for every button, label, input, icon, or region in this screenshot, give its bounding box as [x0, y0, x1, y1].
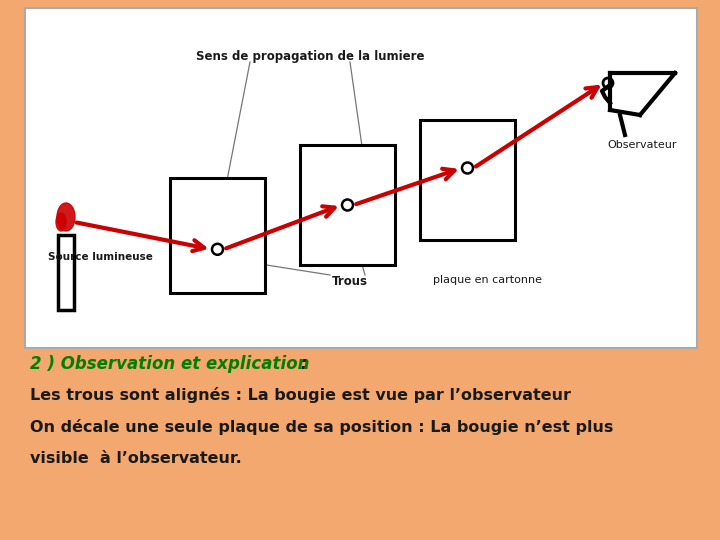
Text: Observateur: Observateur — [607, 140, 677, 150]
Text: 2 ) Observation et explication: 2 ) Observation et explication — [30, 355, 310, 373]
Bar — [420, 120, 515, 240]
Text: Source lumineuse: Source lumineuse — [48, 253, 153, 262]
Text: Les trous sont alignés : La bougie est vue par l’observateur: Les trous sont alignés : La bougie est v… — [30, 387, 571, 403]
Text: Trous: Trous — [332, 275, 368, 288]
Text: :: : — [295, 355, 307, 373]
Bar — [300, 145, 395, 265]
Ellipse shape — [56, 213, 66, 231]
Text: Sens de propagation de la lumiere: Sens de propagation de la lumiere — [196, 50, 424, 63]
Text: visible  à l’observateur.: visible à l’observateur. — [30, 451, 242, 466]
Bar — [25, 8, 697, 348]
Bar — [170, 178, 265, 293]
Text: plaque en cartonne: plaque en cartonne — [433, 275, 542, 285]
Ellipse shape — [57, 203, 75, 231]
Text: On décale une seule plaque de sa position : La bougie n’est plus: On décale une seule plaque de sa positio… — [30, 419, 613, 435]
Bar — [58, 235, 74, 310]
